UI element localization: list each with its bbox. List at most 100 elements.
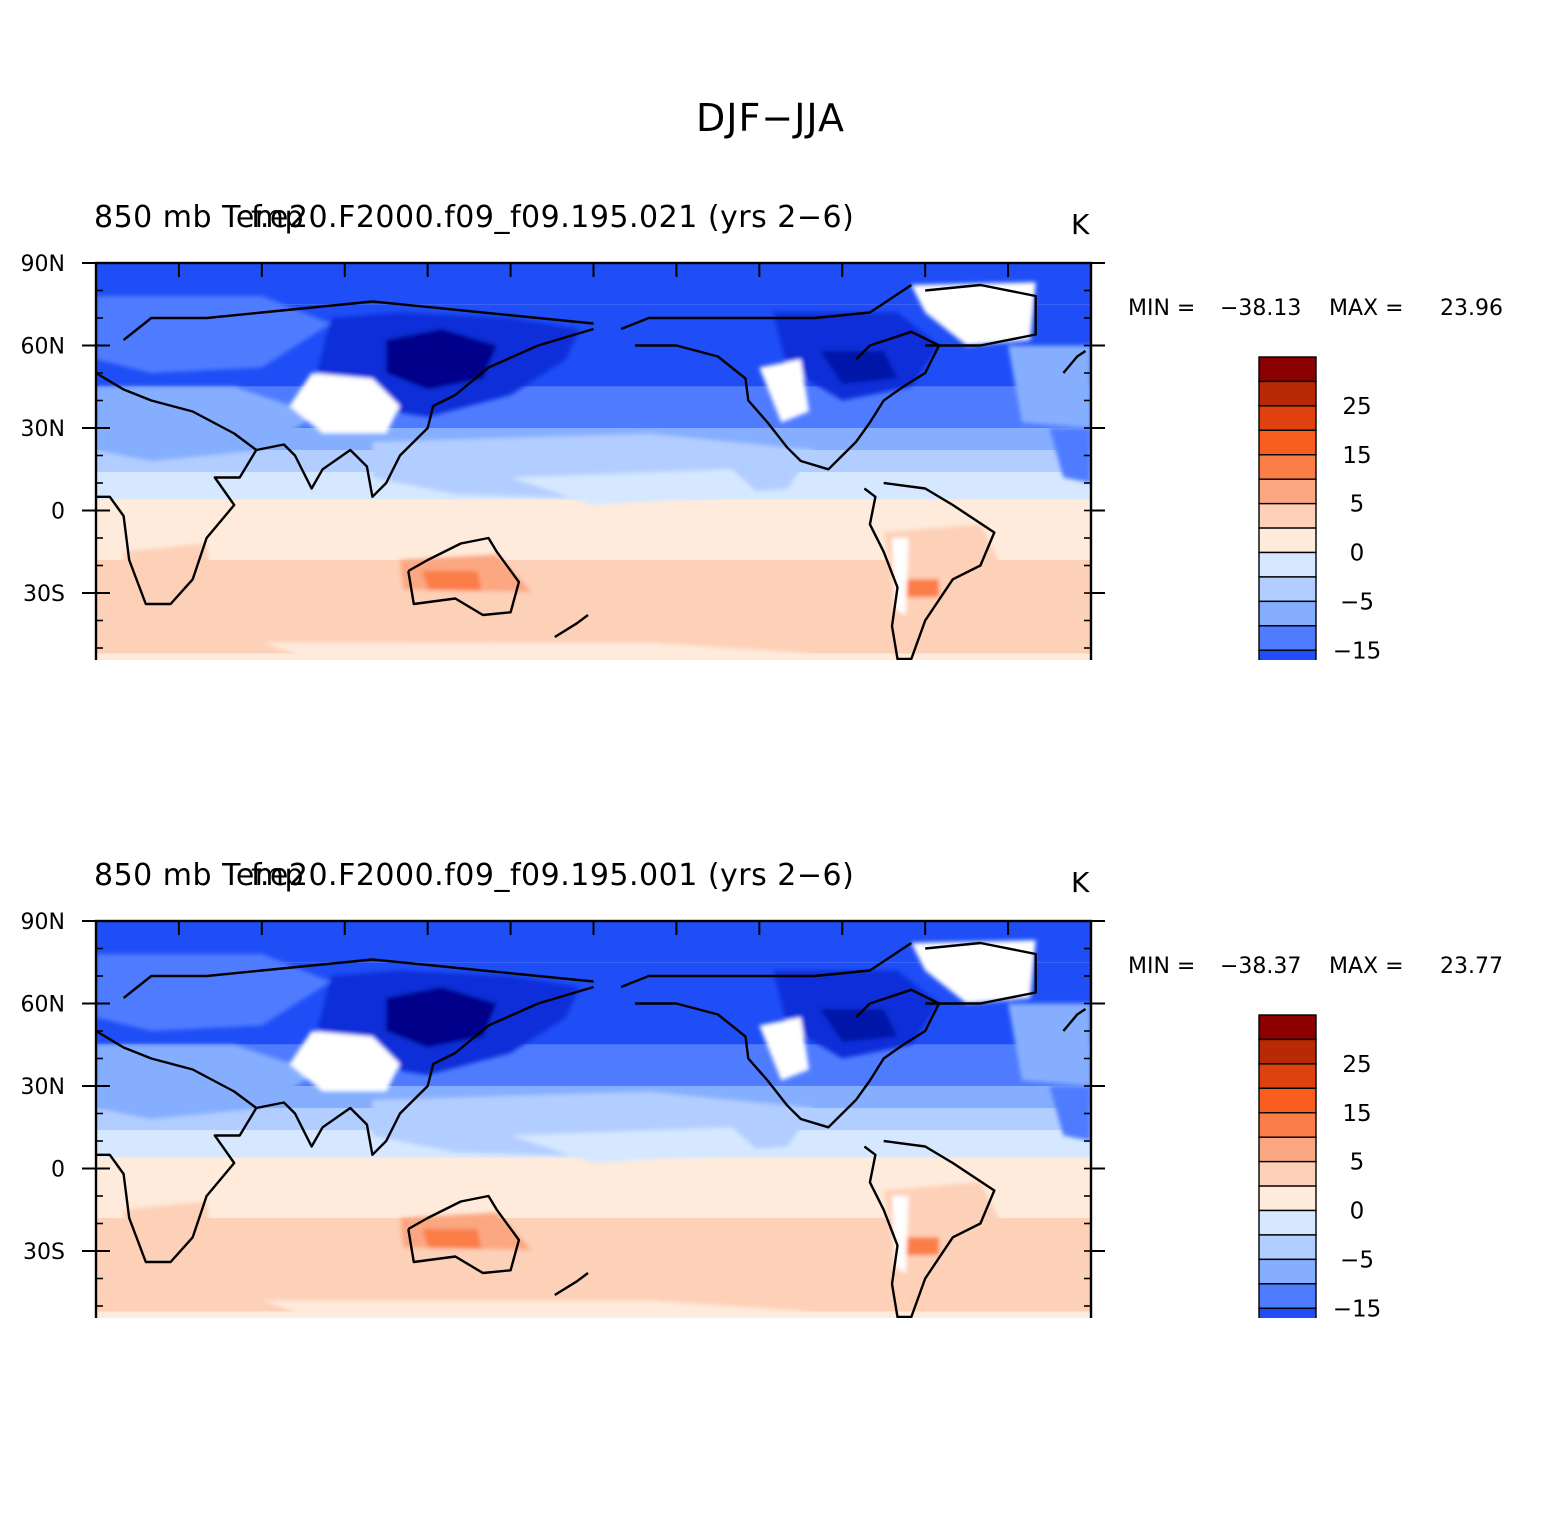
coast-south-america xyxy=(863,1139,996,1318)
max-value: 23.96 xyxy=(1440,296,1503,321)
coast-north-america-north xyxy=(620,942,912,989)
coast-eurasia-north xyxy=(122,958,594,999)
colorbar-box xyxy=(1258,502,1317,529)
colorbar-box xyxy=(1258,1038,1317,1065)
colorbar-box xyxy=(1258,551,1317,578)
coast-greenland xyxy=(925,941,1037,1005)
field-europe xyxy=(96,954,331,1031)
max-value: 23.77 xyxy=(1440,954,1503,979)
min-value: −38.13 xyxy=(1220,296,1302,321)
coast-britain xyxy=(1062,349,1087,374)
temperature-field xyxy=(96,263,1091,660)
lat-tick-label: 0 xyxy=(51,1158,65,1183)
colorbar-box xyxy=(1258,1209,1317,1236)
colorbar-box xyxy=(1258,1283,1317,1309)
field-southern-midlat xyxy=(96,587,1091,643)
mask-tibet xyxy=(289,373,400,434)
colorbar-label: −15 xyxy=(1333,638,1382,660)
colorbar-box xyxy=(1258,1112,1317,1138)
colorbar-label: 15 xyxy=(1342,1101,1371,1127)
field-east-atlantic xyxy=(1049,1086,1091,1141)
colorbar-box xyxy=(1258,576,1317,603)
lat-tick-label: 90N xyxy=(21,910,65,935)
colorbar-box xyxy=(1258,1307,1317,1318)
field-cold-core xyxy=(386,329,497,390)
field-east-atlantic xyxy=(1049,428,1091,483)
max-label: MAX = xyxy=(1329,296,1404,321)
mask-tibet xyxy=(289,1031,400,1092)
mask-greenland xyxy=(911,940,1036,1004)
max-label: MAX = xyxy=(1329,954,1404,979)
min-value: −38.37 xyxy=(1220,954,1302,979)
min-label: MIN = xyxy=(1128,954,1196,979)
lat-tick-label: 60N xyxy=(21,993,65,1018)
mask-greenland xyxy=(911,282,1036,346)
colorbar-box xyxy=(1258,1234,1317,1261)
mask-rockies xyxy=(759,359,810,423)
coast-asia-east xyxy=(256,327,594,498)
coast-south-america xyxy=(863,481,996,660)
lat-tick-label: 30S xyxy=(23,1240,65,1265)
map-panel-1: 90N60N30N030S60S90S030E60E90E120E150E180… xyxy=(0,0,1541,660)
map-svg: 90N60N30N030S60S90S030E60E90E120E150E180… xyxy=(21,910,1382,1318)
colorbar-label: 0 xyxy=(1350,541,1365,567)
coast-australia xyxy=(407,1194,521,1275)
field-europe xyxy=(96,296,331,373)
colorbar-label: 5 xyxy=(1350,1150,1365,1176)
colorbar-box xyxy=(1258,1185,1317,1212)
field-southern-ocean xyxy=(261,642,815,660)
panel-title-case: f.e20.F2000.f09_f09.195.001 (yrs 2−6) xyxy=(251,858,855,893)
map-panel-2: 90N60N30N030S60S90S030E60E90E120E150E180… xyxy=(0,658,1541,1318)
map-svg: 90N60N30N030S60S90S030E60E90E120E150E180… xyxy=(21,252,1382,660)
colorbar-box xyxy=(1258,1087,1317,1114)
colorbar-box xyxy=(1258,649,1317,660)
colorbar-box xyxy=(1258,1160,1317,1187)
mask-rockies xyxy=(759,1017,810,1081)
field-equatorial xyxy=(510,1127,760,1163)
coast-new-zealand xyxy=(554,614,589,639)
coastlines xyxy=(96,283,1087,660)
coast-africa xyxy=(96,371,258,606)
units-label: K xyxy=(1071,208,1090,241)
colorbar-box xyxy=(1258,1063,1317,1090)
colorbar-box xyxy=(1258,625,1317,651)
colorbar-box xyxy=(1258,527,1317,554)
lat-tick-label: 0 xyxy=(51,500,65,525)
colorbar-box xyxy=(1258,405,1317,432)
lat-tick-label: 30N xyxy=(21,1075,65,1100)
coast-africa xyxy=(96,1029,258,1264)
colorbar-label: −5 xyxy=(1340,1247,1374,1273)
figure-title: DJF−JJA xyxy=(696,96,845,140)
colorbar-box xyxy=(1258,1014,1317,1041)
field-southern-midlat xyxy=(96,1245,1091,1301)
colorbar-box xyxy=(1258,1258,1317,1285)
colorbar-label: 15 xyxy=(1342,443,1371,469)
colorbar-box xyxy=(1258,380,1317,407)
colorbar-label: −15 xyxy=(1333,1296,1382,1318)
lat-tick-label: 60N xyxy=(21,335,65,360)
colorbar-label: 0 xyxy=(1350,1199,1365,1225)
lat-tick-label: 30N xyxy=(21,417,65,442)
coast-new-zealand xyxy=(554,1272,589,1297)
coast-greenland xyxy=(925,283,1037,347)
coast-britain xyxy=(1062,1007,1087,1032)
colorbar-label: 25 xyxy=(1342,1052,1371,1078)
colorbar-box xyxy=(1258,478,1317,505)
colorbar-box xyxy=(1258,600,1317,627)
coast-eurasia-north xyxy=(122,300,594,341)
field-equatorial xyxy=(510,469,760,505)
panel-title-left: 850 mb Temp xyxy=(94,858,305,893)
field-cold-na-core xyxy=(820,351,898,384)
colorbar-label: 25 xyxy=(1342,394,1371,420)
field-north-africa xyxy=(96,386,318,461)
colorbar-box xyxy=(1258,356,1317,383)
panel-title-case: f.e20.F2000.f09_f09.195.021 (yrs 2−6) xyxy=(251,200,855,235)
colorbar-label: 5 xyxy=(1350,492,1365,518)
min-label: MIN = xyxy=(1128,296,1196,321)
lat-tick-label: 90N xyxy=(21,252,65,277)
units-label: K xyxy=(1071,866,1090,899)
colorbar-box xyxy=(1258,429,1317,456)
colorbar-box xyxy=(1258,454,1317,480)
